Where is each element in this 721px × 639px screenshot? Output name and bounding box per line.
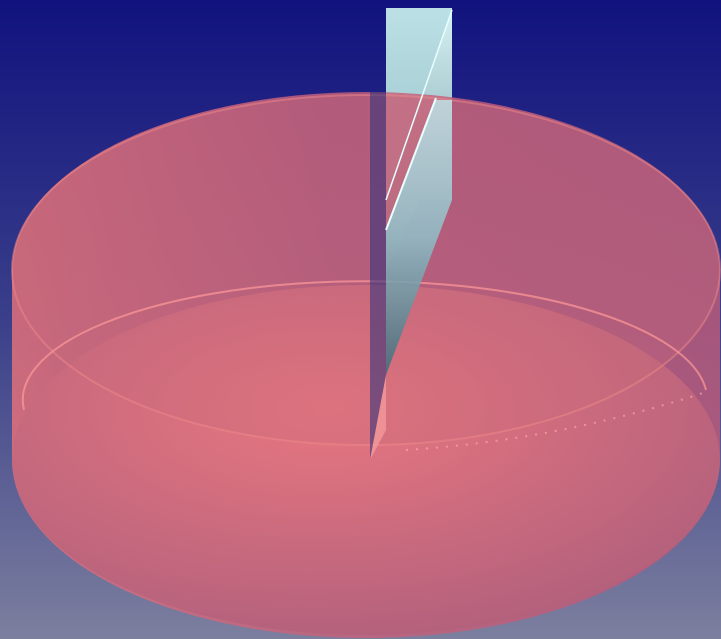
slot: [370, 92, 386, 460]
cylinder-bottom: [12, 285, 720, 635]
blade-lower: [386, 100, 452, 375]
blade-edge: [385, 9, 453, 201]
cylinder-top: [11, 94, 721, 446]
inner-edge: [21, 280, 707, 411]
blade-edge: [385, 97, 437, 231]
blade-tip: [370, 375, 386, 460]
